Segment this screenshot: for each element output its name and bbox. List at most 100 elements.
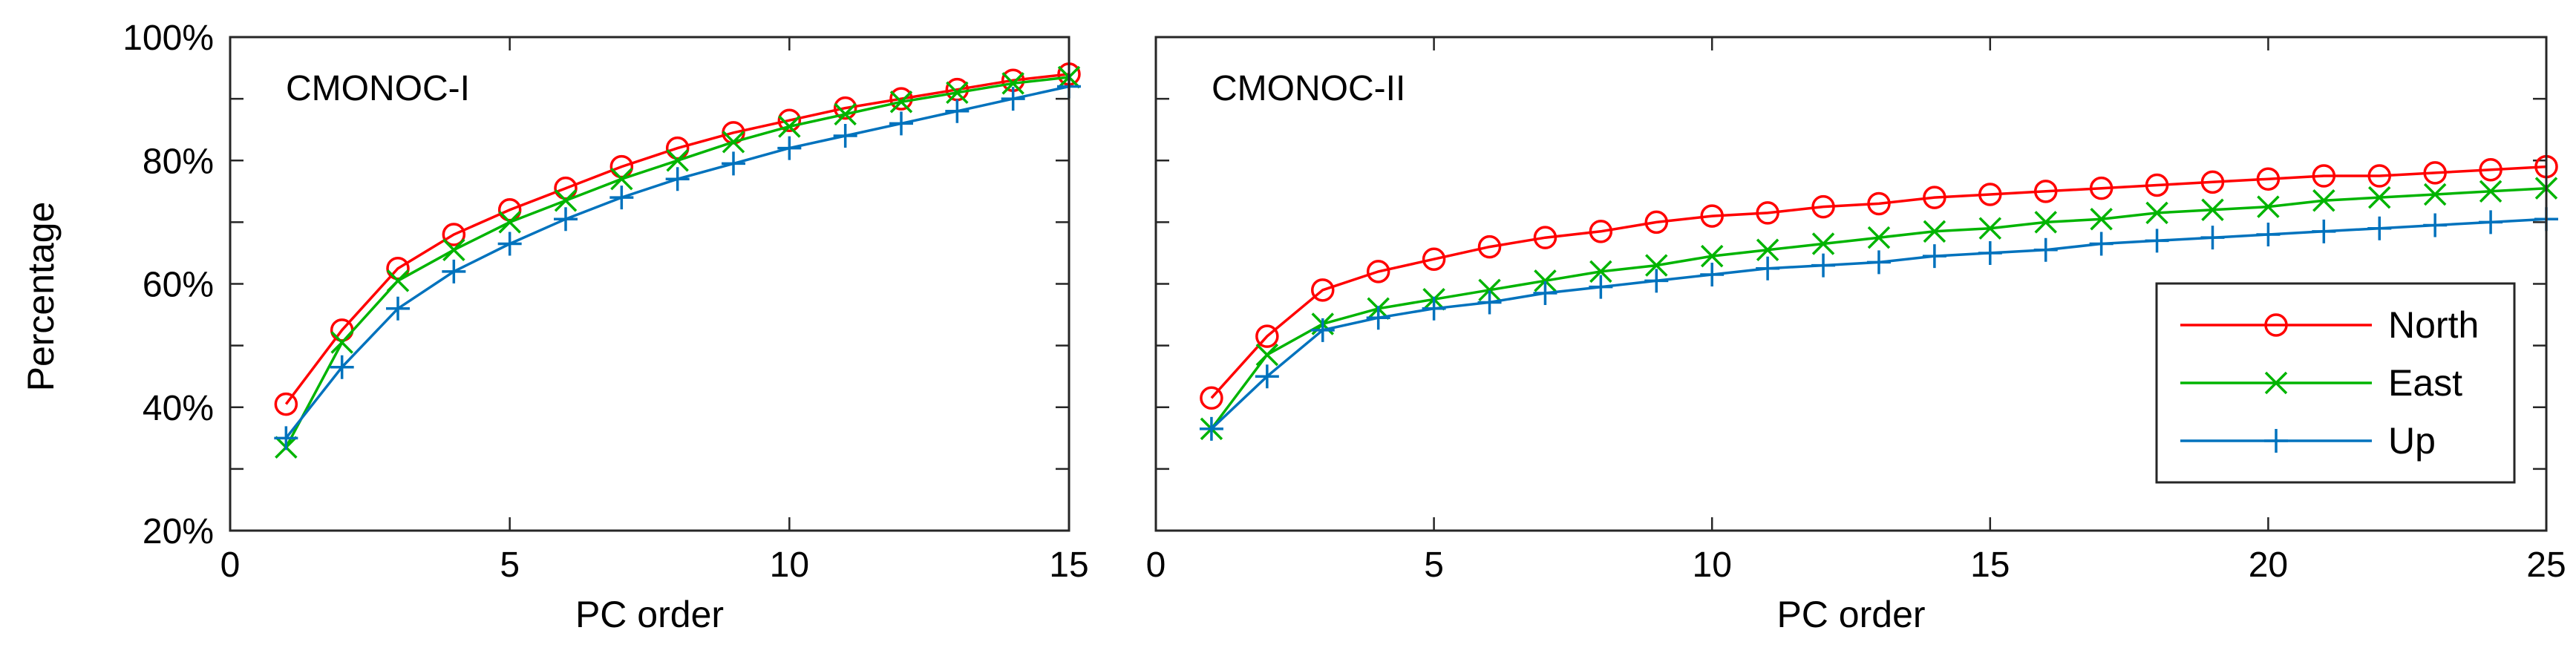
legend-label: East <box>2388 362 2462 404</box>
panel-title: CMONOC-I <box>286 69 470 108</box>
data-point <box>946 81 969 105</box>
x-tick-label: 5 <box>500 545 520 585</box>
data-point <box>386 256 410 281</box>
data-point <box>1978 183 2002 206</box>
data-point <box>1310 318 1335 342</box>
series-east <box>275 65 1081 459</box>
data-point <box>1200 386 1223 410</box>
data-point <box>2145 173 2169 197</box>
data-point <box>1477 235 1502 259</box>
data-point <box>330 355 354 379</box>
data-point <box>889 87 913 111</box>
data-point <box>1001 87 1025 111</box>
series-north <box>274 62 1081 416</box>
data-point <box>2479 180 2503 203</box>
data-point <box>889 111 913 136</box>
data-point <box>1923 186 1946 209</box>
legend: North East Up <box>2155 282 2516 484</box>
series-line <box>1210 165 2547 399</box>
data-point <box>1866 250 1891 275</box>
data-point <box>1589 260 1612 283</box>
data-point <box>2034 211 2057 234</box>
y-tick-label: 60% <box>143 266 214 305</box>
data-point <box>1533 281 1557 305</box>
series-line <box>284 73 1070 405</box>
x-tick-label: 5 <box>1424 545 1444 585</box>
data-point <box>1978 217 2002 240</box>
data-point <box>1922 244 1946 269</box>
data-point <box>274 426 298 450</box>
data-point <box>2200 170 2225 194</box>
data-point <box>330 331 353 354</box>
x-tick-label: 20 <box>2249 545 2288 585</box>
data-point <box>2033 237 2058 262</box>
data-point <box>498 211 521 234</box>
data-point <box>2423 213 2448 237</box>
series-up <box>274 74 1081 450</box>
data-point <box>2256 167 2281 191</box>
data-point <box>1477 290 1502 315</box>
data-point <box>2367 164 2391 188</box>
data-point <box>1756 256 1780 281</box>
data-point <box>274 392 298 416</box>
data-point <box>1756 238 1779 262</box>
data-point <box>442 259 466 283</box>
data-point <box>2090 207 2113 231</box>
data-point <box>2145 229 2169 253</box>
data-point <box>1311 278 1335 302</box>
data-point <box>833 96 857 120</box>
data-point <box>722 151 745 176</box>
panel-title: CMONOC-II <box>1212 69 1405 108</box>
data-point <box>554 176 578 200</box>
data-point <box>2089 232 2114 256</box>
data-point <box>609 186 634 210</box>
data-point <box>1811 232 1835 255</box>
data-point <box>1422 247 1446 271</box>
data-point <box>386 269 410 292</box>
data-point <box>1422 296 1446 321</box>
data-point <box>722 131 745 154</box>
data-point <box>2201 198 2224 221</box>
data-point <box>386 296 410 321</box>
data-point <box>2089 176 2114 200</box>
data-point <box>1199 416 1223 441</box>
data-point <box>666 149 689 172</box>
data-point <box>2257 195 2280 218</box>
data-point <box>2367 216 2392 240</box>
x-tick-label: 0 <box>1146 545 1166 585</box>
data-point <box>889 91 913 114</box>
x-tick-label: 10 <box>1693 545 1732 585</box>
legend-marker <box>2264 371 2288 395</box>
data-point <box>1534 269 1557 292</box>
data-point <box>609 154 634 179</box>
data-point <box>1255 364 1279 389</box>
series-line <box>284 85 1070 439</box>
x-tick-label: 15 <box>1049 545 1088 585</box>
data-point <box>833 124 857 148</box>
data-point <box>1255 343 1279 367</box>
data-point <box>2479 210 2503 235</box>
data-point <box>2479 157 2503 182</box>
panel-2: 0 5 10 15 20 25 PC order CMONOC-II North East Up <box>1146 36 2566 635</box>
data-point <box>2312 164 2336 188</box>
data-point <box>2312 219 2336 243</box>
data-point <box>1700 263 1725 287</box>
data-point <box>1001 72 1024 95</box>
data-point <box>554 189 578 212</box>
data-point <box>665 167 690 191</box>
legend-marker <box>2264 313 2288 337</box>
legend-label: North <box>2388 304 2479 346</box>
series-north <box>1200 154 2558 410</box>
data-point <box>1867 226 1891 249</box>
data-point <box>778 115 801 138</box>
series-up <box>1199 207 2558 441</box>
data-point <box>2423 161 2447 185</box>
data-point <box>1756 201 1779 225</box>
data-point <box>2033 180 2058 203</box>
data-point <box>1644 210 1669 235</box>
series-line <box>284 76 1070 448</box>
y-tick-label: 80% <box>143 142 214 181</box>
data-point <box>1867 191 1891 216</box>
data-point <box>1923 220 1946 243</box>
data-point <box>665 136 690 160</box>
